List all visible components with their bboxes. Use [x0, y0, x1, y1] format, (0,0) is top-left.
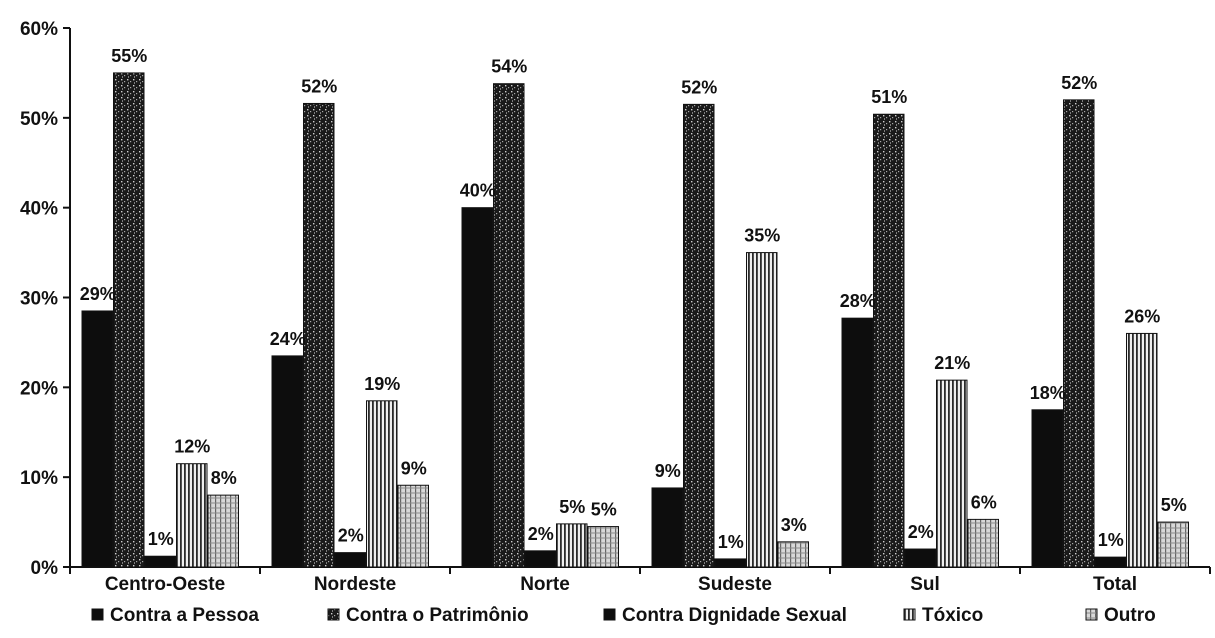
bar: [207, 494, 239, 568]
category-label: Nordeste: [314, 574, 396, 595]
bar: [1031, 409, 1063, 568]
bar: [936, 379, 968, 568]
bar: [271, 355, 303, 568]
y-tick-label: 10%: [20, 468, 58, 489]
data-label: 51%: [871, 87, 907, 107]
data-label: 28%: [840, 291, 876, 311]
category-label: Centro-Oeste: [105, 574, 225, 595]
legend-swatch: [327, 608, 340, 621]
bar: [777, 541, 809, 568]
y-tick-label: 40%: [20, 199, 58, 220]
data-label: 54%: [491, 57, 527, 77]
bar: [1126, 332, 1158, 568]
data-label: 26%: [1124, 306, 1160, 326]
category-label: Sul: [910, 574, 940, 595]
category-label: Sudeste: [698, 574, 772, 595]
bar: [303, 102, 335, 568]
data-label: 12%: [174, 437, 210, 457]
data-label: 1%: [718, 532, 744, 552]
bar: [967, 518, 999, 568]
data-label: 8%: [211, 468, 237, 488]
y-tick-label: 60%: [20, 19, 58, 40]
data-label: 18%: [1030, 383, 1066, 403]
data-label: 55%: [111, 46, 147, 66]
data-label: 1%: [148, 529, 174, 549]
legend-swatch: [1085, 608, 1098, 621]
data-label: 2%: [908, 522, 934, 542]
bar: [1157, 521, 1189, 568]
data-label: 35%: [744, 226, 780, 246]
bar: [81, 310, 113, 568]
bar: [841, 317, 873, 568]
category-label: Norte: [520, 574, 570, 595]
bar: [714, 558, 746, 568]
data-labels: 29%55%1%12%8%24%52%2%19%9%40%54%2%5% 5%9%…: [80, 46, 1187, 552]
data-label: 19%: [364, 374, 400, 394]
bar: [683, 103, 715, 568]
bar: [176, 463, 208, 568]
bar: [1063, 99, 1095, 568]
legend-swatch: [903, 608, 916, 621]
bar: [493, 83, 525, 568]
data-label: 24%: [270, 329, 306, 349]
data-label: 29%: [80, 284, 116, 304]
legend-label: Contra o Patrimônio: [346, 605, 529, 626]
legend-label: Contra a Pessoa: [110, 605, 259, 626]
data-label: 52%: [681, 77, 717, 97]
bars: [81, 72, 1189, 568]
data-label: 21%: [934, 353, 970, 373]
bar: [461, 207, 493, 568]
bar: [397, 484, 429, 568]
bar: [873, 113, 905, 568]
bar: [746, 252, 778, 568]
data-label: 2%: [338, 526, 364, 546]
bar: [904, 548, 936, 568]
legend-label: Outro: [1104, 605, 1156, 626]
bar: [144, 555, 176, 568]
data-label: 40%: [460, 181, 496, 201]
data-label: 52%: [301, 76, 337, 96]
bar: [334, 552, 366, 568]
legend-label: Contra Dignidade Sexual: [622, 605, 847, 626]
bar: [587, 526, 619, 568]
y-tick-label: 30%: [20, 289, 58, 310]
data-label: 6%: [971, 492, 997, 512]
legend-swatch: [91, 608, 104, 621]
data-label: 5%: [1161, 495, 1187, 515]
bar: [556, 523, 588, 568]
axes: 0% 10% 20% 30% 40% 50% 60% Centro-Oeste Nordeste…: [20, 19, 1211, 595]
data-label: 9%: [655, 461, 681, 481]
bar: [524, 550, 556, 568]
y-tick-label: 0%: [31, 558, 59, 579]
data-label: 1%: [1098, 530, 1124, 550]
y-tick-label: 50%: [20, 109, 58, 130]
bar: [1094, 556, 1126, 568]
data-label: 5%: [591, 500, 617, 520]
data-label: 2%: [528, 524, 554, 544]
data-label: 9%: [401, 458, 427, 478]
bar: [366, 400, 398, 568]
bar: [113, 72, 145, 568]
y-tick-label: 20%: [20, 378, 58, 399]
data-label: 52%: [1061, 73, 1097, 93]
legend-swatch: [603, 608, 616, 621]
category-label: Total: [1093, 574, 1137, 595]
legend-label: Tóxico: [922, 605, 983, 626]
bar: [651, 487, 683, 568]
data-label: 5%: [559, 497, 585, 517]
legend: Contra a Pessoa Contra o Patrimônio Contra…: [91, 605, 1156, 626]
data-label: 3%: [781, 515, 807, 535]
